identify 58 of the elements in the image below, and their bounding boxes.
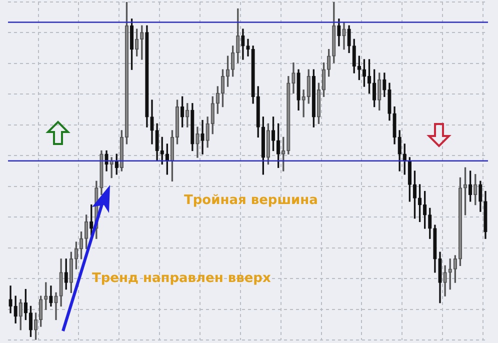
candlestick	[306, 69, 310, 104]
candlestick	[378, 72, 382, 110]
candlestick	[458, 177, 462, 266]
candlestick	[44, 282, 48, 310]
candlestick	[443, 265, 447, 296]
candlestick	[438, 252, 442, 304]
candlestick	[210, 96, 214, 134]
candlestick	[347, 25, 351, 54]
candlestick	[190, 103, 194, 152]
candlestick	[296, 69, 300, 110]
candlestick	[412, 170, 417, 219]
candlestick	[388, 82, 392, 121]
candlestick	[104, 150, 108, 172]
candlestick	[84, 214, 88, 250]
candlestick	[206, 116, 210, 148]
candlestick	[292, 62, 296, 94]
candlestick	[145, 25, 149, 128]
candlestick	[418, 184, 422, 222]
annotation: Тройная вершина	[184, 193, 318, 208]
candlestick	[453, 255, 457, 283]
candlestick	[28, 306, 33, 337]
candlestick	[392, 106, 396, 144]
candlestick	[110, 157, 114, 178]
candlestick	[433, 224, 437, 273]
candlestick	[352, 38, 356, 74]
candlestick	[271, 116, 276, 152]
candlestick	[231, 46, 235, 77]
candlestick	[39, 296, 43, 327]
candlestick	[428, 208, 432, 239]
candlestick	[150, 100, 154, 144]
candlestick	[8, 286, 12, 314]
candlestick	[196, 126, 200, 158]
candlestick	[261, 116, 265, 175]
candlestick	[155, 123, 159, 162]
candlestick	[286, 76, 290, 154]
candlestick	[200, 120, 204, 154]
candlestick	[408, 157, 412, 202]
candlestick	[478, 180, 482, 212]
candlestick	[54, 292, 58, 320]
candlestick	[342, 22, 346, 50]
candlestick	[251, 46, 255, 104]
candlestick	[140, 25, 144, 60]
candlestick	[236, 8, 240, 64]
candlestick	[484, 190, 488, 239]
candlestick	[100, 150, 104, 195]
candlestick	[332, 2, 336, 64]
candlestick	[302, 90, 306, 118]
candlestick	[186, 103, 190, 128]
candlestick	[90, 204, 94, 236]
candlestick	[69, 252, 73, 294]
candlestick	[474, 174, 478, 206]
candlestick	[246, 38, 250, 56]
candlestick	[59, 258, 63, 307]
annotation: Тренд направлен вверх	[92, 271, 271, 286]
candlestick	[312, 69, 316, 128]
candlestick	[423, 190, 427, 229]
candlestick	[266, 123, 270, 165]
candlestick	[256, 86, 260, 138]
